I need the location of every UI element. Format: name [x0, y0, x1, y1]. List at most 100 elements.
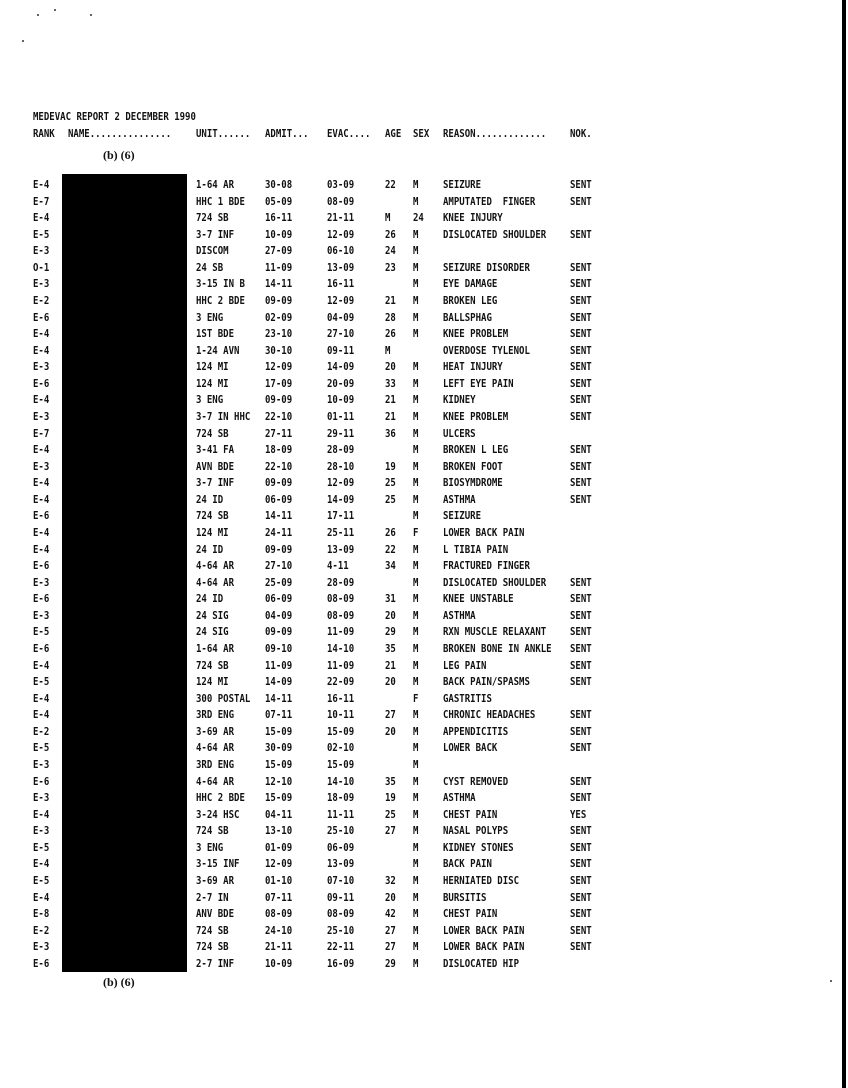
- cell-evac: 15-09: [327, 757, 355, 771]
- cell-admit: 11-09: [265, 260, 293, 274]
- cell-reason: LEG PAIN: [443, 658, 487, 672]
- cell-rank: E-3: [33, 459, 50, 473]
- scan-speck: [90, 14, 92, 16]
- cell-rank: E-3: [33, 277, 50, 291]
- cell-unit: 724 SB: [196, 824, 229, 838]
- cell-unit: 1-64 AR: [196, 641, 235, 655]
- cell-nok: SENT: [570, 840, 592, 854]
- cell-rank: E-4: [33, 211, 50, 225]
- cell-admit: 08-09: [265, 907, 293, 921]
- scan-speck: [37, 14, 39, 16]
- cell-rank: E-4: [33, 327, 50, 341]
- cell-admit: 27-10: [265, 559, 293, 573]
- cell-rank: E-5: [33, 625, 50, 639]
- cell-sex: M: [413, 327, 419, 341]
- cell-admit: 04-09: [265, 608, 293, 622]
- cell-unit: 3-15 INF: [196, 857, 240, 871]
- cell-age: 20: [385, 675, 396, 689]
- cell-reason: ASTHMA: [443, 492, 476, 506]
- cell-sex: M: [413, 293, 419, 307]
- cell-nok: SENT: [570, 476, 592, 490]
- cell-admit: 23-10: [265, 327, 293, 341]
- scan-speck: [54, 9, 56, 11]
- cell-nok: SENT: [570, 459, 592, 473]
- cell-admit: 24-11: [265, 525, 293, 539]
- cell-unit: 724 SB: [196, 658, 229, 672]
- cell-nok: SENT: [570, 376, 592, 390]
- cell-reason: DISLOCATED SHOULDER: [443, 227, 547, 241]
- cell-unit: 3RD ENG: [196, 708, 235, 722]
- cell-nok: SENT: [570, 592, 592, 606]
- cell-reason: HEAT INJURY: [443, 360, 503, 374]
- cell-evac: 14-10: [327, 774, 355, 788]
- cell-unit: ANV BDE: [196, 907, 235, 921]
- cell-rank: E-4: [33, 476, 50, 490]
- cell-nok: SENT: [570, 724, 592, 738]
- cell-admit: 30-10: [265, 343, 293, 357]
- cell-evac: 11-09: [327, 658, 355, 672]
- cell-reason: OVERDOSE TYLENOL: [443, 343, 530, 357]
- cell-sex: M: [413, 708, 419, 722]
- cell-rank: E-4: [33, 807, 50, 821]
- cell-sex: M: [413, 426, 419, 440]
- cell-reason: BIOSYMDROME: [443, 476, 503, 490]
- cell-admit: 14-11: [265, 277, 293, 291]
- cell-unit: 3RD ENG: [196, 757, 235, 771]
- cell-sex: M: [413, 907, 419, 921]
- cell-unit: 24 SIG: [196, 608, 229, 622]
- cell-unit: 124 MI: [196, 525, 229, 539]
- cell-evac: 07-10: [327, 873, 355, 887]
- cell-age: 24: [385, 244, 396, 258]
- cell-reason: AMPUTATED FINGER: [443, 194, 536, 208]
- cell-unit: 724 SB: [196, 940, 229, 954]
- cell-rank: E-6: [33, 376, 50, 390]
- cell-rank: E-8: [33, 907, 50, 921]
- cell-age: 35: [385, 641, 396, 655]
- cell-reason: ASTHMA: [443, 608, 476, 622]
- cell-evac: 08-09: [327, 592, 355, 606]
- cell-admit: 07-11: [265, 708, 293, 722]
- cell-age: 22: [385, 178, 396, 191]
- cell-evac: 28-10: [327, 459, 355, 473]
- cell-reason: DISLOCATED SHOULDER: [443, 575, 547, 589]
- cell-age: 26: [385, 525, 396, 539]
- cell-sex: M: [413, 360, 419, 374]
- cell-nok: SENT: [570, 625, 592, 639]
- cell-evac: 12-09: [327, 476, 355, 490]
- cell-nok: SENT: [570, 658, 592, 672]
- cell-age: 22: [385, 542, 396, 556]
- cell-evac: 06-09: [327, 840, 355, 854]
- cell-sex: M: [413, 310, 419, 324]
- cell-unit: 2-7 INF: [196, 956, 235, 970]
- cell-reason: LEFT EYE PAIN: [443, 376, 514, 390]
- cell-admit: 27-11: [265, 426, 293, 440]
- cell-rank: E-4: [33, 542, 50, 556]
- header-age: AGE: [385, 127, 402, 140]
- cell-rank: E-4: [33, 525, 50, 539]
- cell-evac: 09-11: [327, 890, 355, 904]
- cell-evac: 29-11: [327, 426, 355, 440]
- cell-unit: 3 ENG: [196, 840, 224, 854]
- cell-reason: SEIZURE: [443, 178, 482, 191]
- cell-age: 29: [385, 956, 396, 970]
- cell-sex: M: [413, 807, 419, 821]
- cell-nok: SENT: [570, 293, 592, 307]
- cell-admit: 01-09: [265, 840, 293, 854]
- cell-evac: 16-11: [327, 691, 355, 705]
- cell-unit: 24 SB: [196, 260, 224, 274]
- cell-reason: KIDNEY: [443, 393, 476, 407]
- cell-unit: 3-15 IN B: [196, 277, 245, 291]
- cell-sex: M: [413, 840, 419, 854]
- cell-nok: SENT: [570, 907, 592, 921]
- cell-rank: O-1: [33, 260, 50, 274]
- cell-rank: E-4: [33, 178, 50, 191]
- cell-unit: 724 SB: [196, 426, 229, 440]
- cell-admit: 05-09: [265, 194, 293, 208]
- cell-rank: E-6: [33, 559, 50, 573]
- cell-nok: SENT: [570, 890, 592, 904]
- cell-rank: E-6: [33, 956, 50, 970]
- cell-unit: HHC 2 BDE: [196, 791, 245, 805]
- cell-age: 26: [385, 227, 396, 241]
- header-evac: EVAC....: [327, 127, 371, 140]
- cell-unit: 724 SB: [196, 923, 229, 937]
